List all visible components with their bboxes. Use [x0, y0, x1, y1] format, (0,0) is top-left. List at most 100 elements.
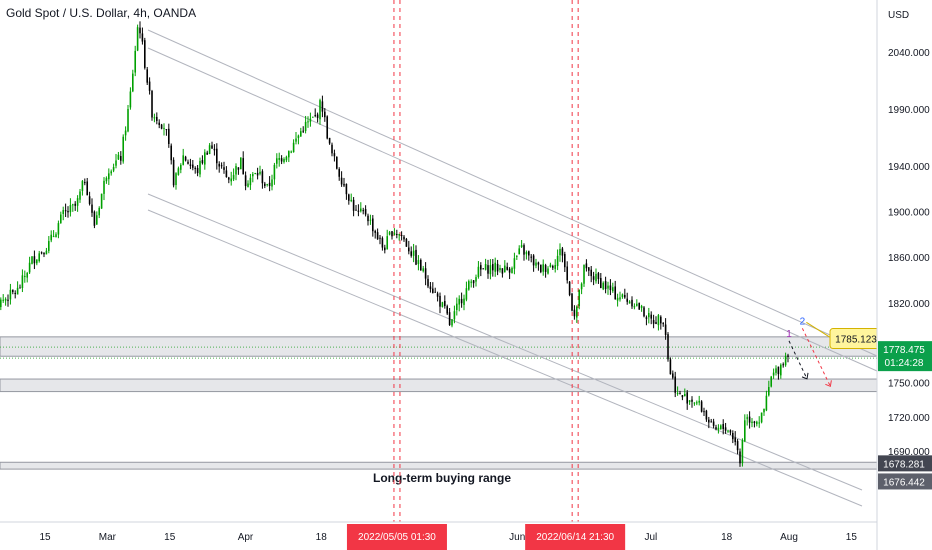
candle-body	[103, 180, 105, 194]
candle-body	[427, 278, 429, 287]
candle-body	[328, 137, 331, 144]
candle-body	[736, 441, 739, 451]
candle-body	[388, 232, 391, 235]
candle-body	[43, 252, 45, 255]
candle-body	[393, 233, 396, 235]
wave-label[interactable]: 2	[800, 316, 806, 327]
candle-body	[136, 27, 139, 51]
candle-body	[55, 234, 57, 238]
candle-body	[252, 174, 254, 177]
candle-body	[453, 311, 456, 320]
candle-body	[285, 156, 288, 161]
candle-body	[590, 269, 593, 277]
candle-body	[439, 295, 441, 307]
candle-body	[684, 394, 686, 396]
candle-body	[151, 90, 153, 118]
candle-body	[360, 208, 362, 212]
candle-body	[16, 287, 19, 295]
candle-body	[698, 400, 701, 403]
candle-body	[547, 268, 549, 274]
candle-body	[624, 294, 626, 298]
candle-body	[132, 73, 134, 92]
candle-body	[542, 264, 545, 272]
candle-body	[669, 359, 672, 375]
candle-body	[300, 131, 302, 137]
candle-body	[732, 432, 734, 440]
price-zone[interactable]	[0, 378, 878, 393]
candle-body	[640, 305, 643, 308]
x-tick-label: 15	[164, 532, 176, 543]
candle-body	[619, 297, 621, 300]
candle-body	[309, 118, 312, 122]
candle-body	[595, 273, 597, 282]
last-price-badge[interactable]	[878, 341, 932, 372]
candle-body	[722, 424, 725, 429]
candle-body	[480, 265, 482, 270]
candle-body	[504, 265, 506, 273]
zone-price-badge[interactable]	[878, 455, 932, 472]
candle-body	[705, 410, 708, 420]
price-zone[interactable]	[0, 461, 878, 470]
projection-arrow[interactable]	[801, 328, 831, 387]
candle-body	[144, 40, 146, 68]
candle-body	[506, 266, 509, 270]
channel-line[interactable]	[147, 29, 878, 357]
projection-arrow[interactable]	[788, 340, 808, 380]
candle-body	[710, 421, 713, 423]
candle-body	[578, 289, 581, 307]
channel-line[interactable]	[147, 47, 878, 372]
candle-body	[74, 203, 77, 206]
candle-body	[259, 171, 261, 174]
candle-body	[717, 427, 720, 430]
candle-body	[60, 214, 62, 224]
candle-body	[276, 158, 278, 164]
candle-body	[45, 250, 48, 255]
candle-body	[436, 293, 439, 297]
price-zone[interactable]	[0, 336, 878, 357]
candle-body	[422, 268, 425, 272]
candle-body	[564, 254, 566, 268]
candle-body	[156, 116, 158, 121]
candle-body	[86, 181, 89, 196]
candle-body	[264, 183, 266, 186]
candle-body	[316, 114, 319, 118]
candle-body	[472, 280, 475, 284]
candle-body	[576, 306, 578, 318]
candle-body	[465, 288, 468, 300]
candle-body	[220, 165, 223, 167]
candle-body	[458, 298, 461, 305]
candle-body	[765, 395, 768, 411]
candle-body	[120, 156, 122, 161]
candle-body	[165, 129, 168, 131]
candle-body	[153, 117, 156, 119]
candle-body	[396, 234, 398, 236]
candle-body	[770, 376, 773, 387]
candle-body	[312, 116, 314, 118]
target-callout-text: 1785.123	[835, 335, 877, 346]
zone-price-text: 1676.442	[883, 477, 925, 488]
y-tick-label: 1990.000	[888, 105, 930, 116]
zone-price-badge[interactable]	[878, 473, 932, 490]
wave-label[interactable]: 1	[786, 329, 792, 340]
candle-body	[777, 366, 780, 375]
last-price-text: 1778.475	[883, 345, 925, 356]
candle-body	[626, 298, 629, 302]
candle-body	[664, 324, 667, 335]
candle-body	[240, 157, 242, 170]
candle-body	[283, 159, 285, 162]
candle-body	[398, 234, 401, 236]
candle-body	[256, 172, 259, 176]
candle-body	[489, 265, 492, 275]
candle-body	[568, 281, 571, 295]
candle-body	[468, 281, 470, 290]
date-marker-badge[interactable]	[346, 524, 447, 550]
candle-body	[141, 33, 144, 42]
price-series	[0, 21, 789, 467]
candle-body	[208, 145, 211, 154]
date-marker-badge[interactable]	[525, 524, 626, 550]
candle-body	[724, 427, 727, 431]
candle-body	[708, 419, 710, 423]
candle-body	[633, 306, 636, 308]
candle-body	[12, 289, 14, 293]
